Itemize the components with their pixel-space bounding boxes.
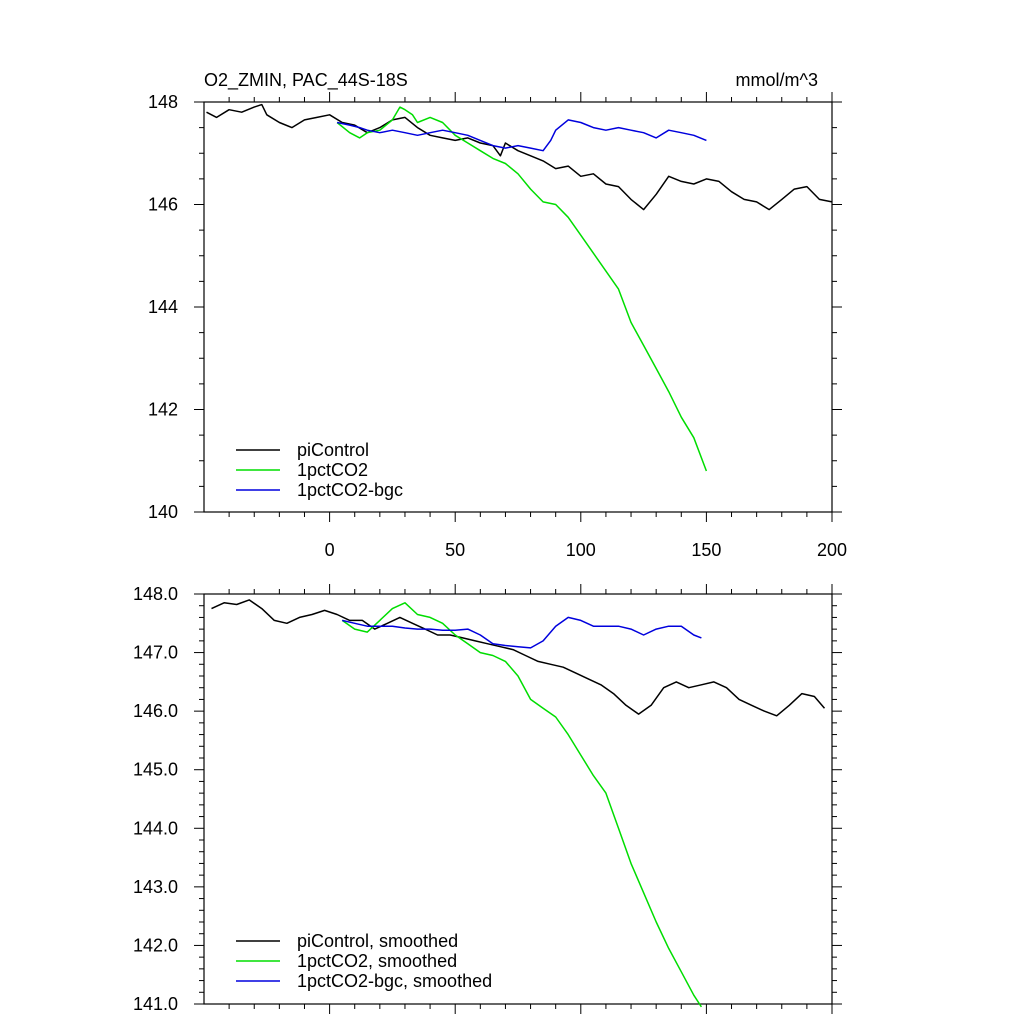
chart-panel-bottom: 141.0 142.0 143.0 144.0 145.0 146.0 147.0 148.0… [133,584,842,1014]
y-tick-label: 146.0 [133,701,178,721]
legend-label: 1pctCO2-bgc, smoothed [297,971,492,991]
y-tick-label: 141.0 [133,994,178,1014]
series-line-1pctco2-bgc-smoothed [342,616,702,649]
x-tick-label: 0 [325,540,335,560]
legend-label: 1pctCO2-bgc [297,480,403,500]
x-tick-label: 50 [445,540,465,560]
y-tick-label: 143.0 [133,877,178,897]
y-tick-label: 144.0 [133,818,178,838]
y-tick-label: 142 [148,400,178,420]
series-line-1pctco2-smoothed [341,602,703,1008]
x-tick-label: 150 [691,540,721,560]
y-tick-label: 145.0 [133,760,178,780]
y-tick-label: 148.0 [133,584,178,604]
y-tick-label: 144 [148,297,178,317]
y-tick-label: 146 [148,195,178,215]
legend-label: piControl, smoothed [297,931,458,951]
series-line-1pctco2-bgc [336,119,707,152]
units-label: mmol/m^3 [736,70,818,90]
x-tick-label: 200 [817,540,847,560]
y-tick-label: 147.0 [133,643,178,663]
series-line-1pctco2 [336,106,708,472]
plot-frame [203,593,833,1005]
y-tick-label: 148 [148,92,178,112]
legend-label: 1pctCO2, smoothed [297,951,457,971]
y-tick-label: 140 [148,502,178,522]
x-tick-label: 100 [566,540,596,560]
legend-label: 1pctCO2 [297,460,368,480]
legend-label: piControl [297,440,369,460]
chart-title: O2_ZMIN, PAC_44S-18S [204,70,408,91]
chart-panel-top: O2_ZMIN, PAC_44S-18S mmol/m^3 0 50 100 150 2… [148,70,847,560]
y-tick-label: 142.0 [133,935,178,955]
series-line-picontrol [206,103,833,211]
series-line-picontrol-smoothed [211,599,826,717]
